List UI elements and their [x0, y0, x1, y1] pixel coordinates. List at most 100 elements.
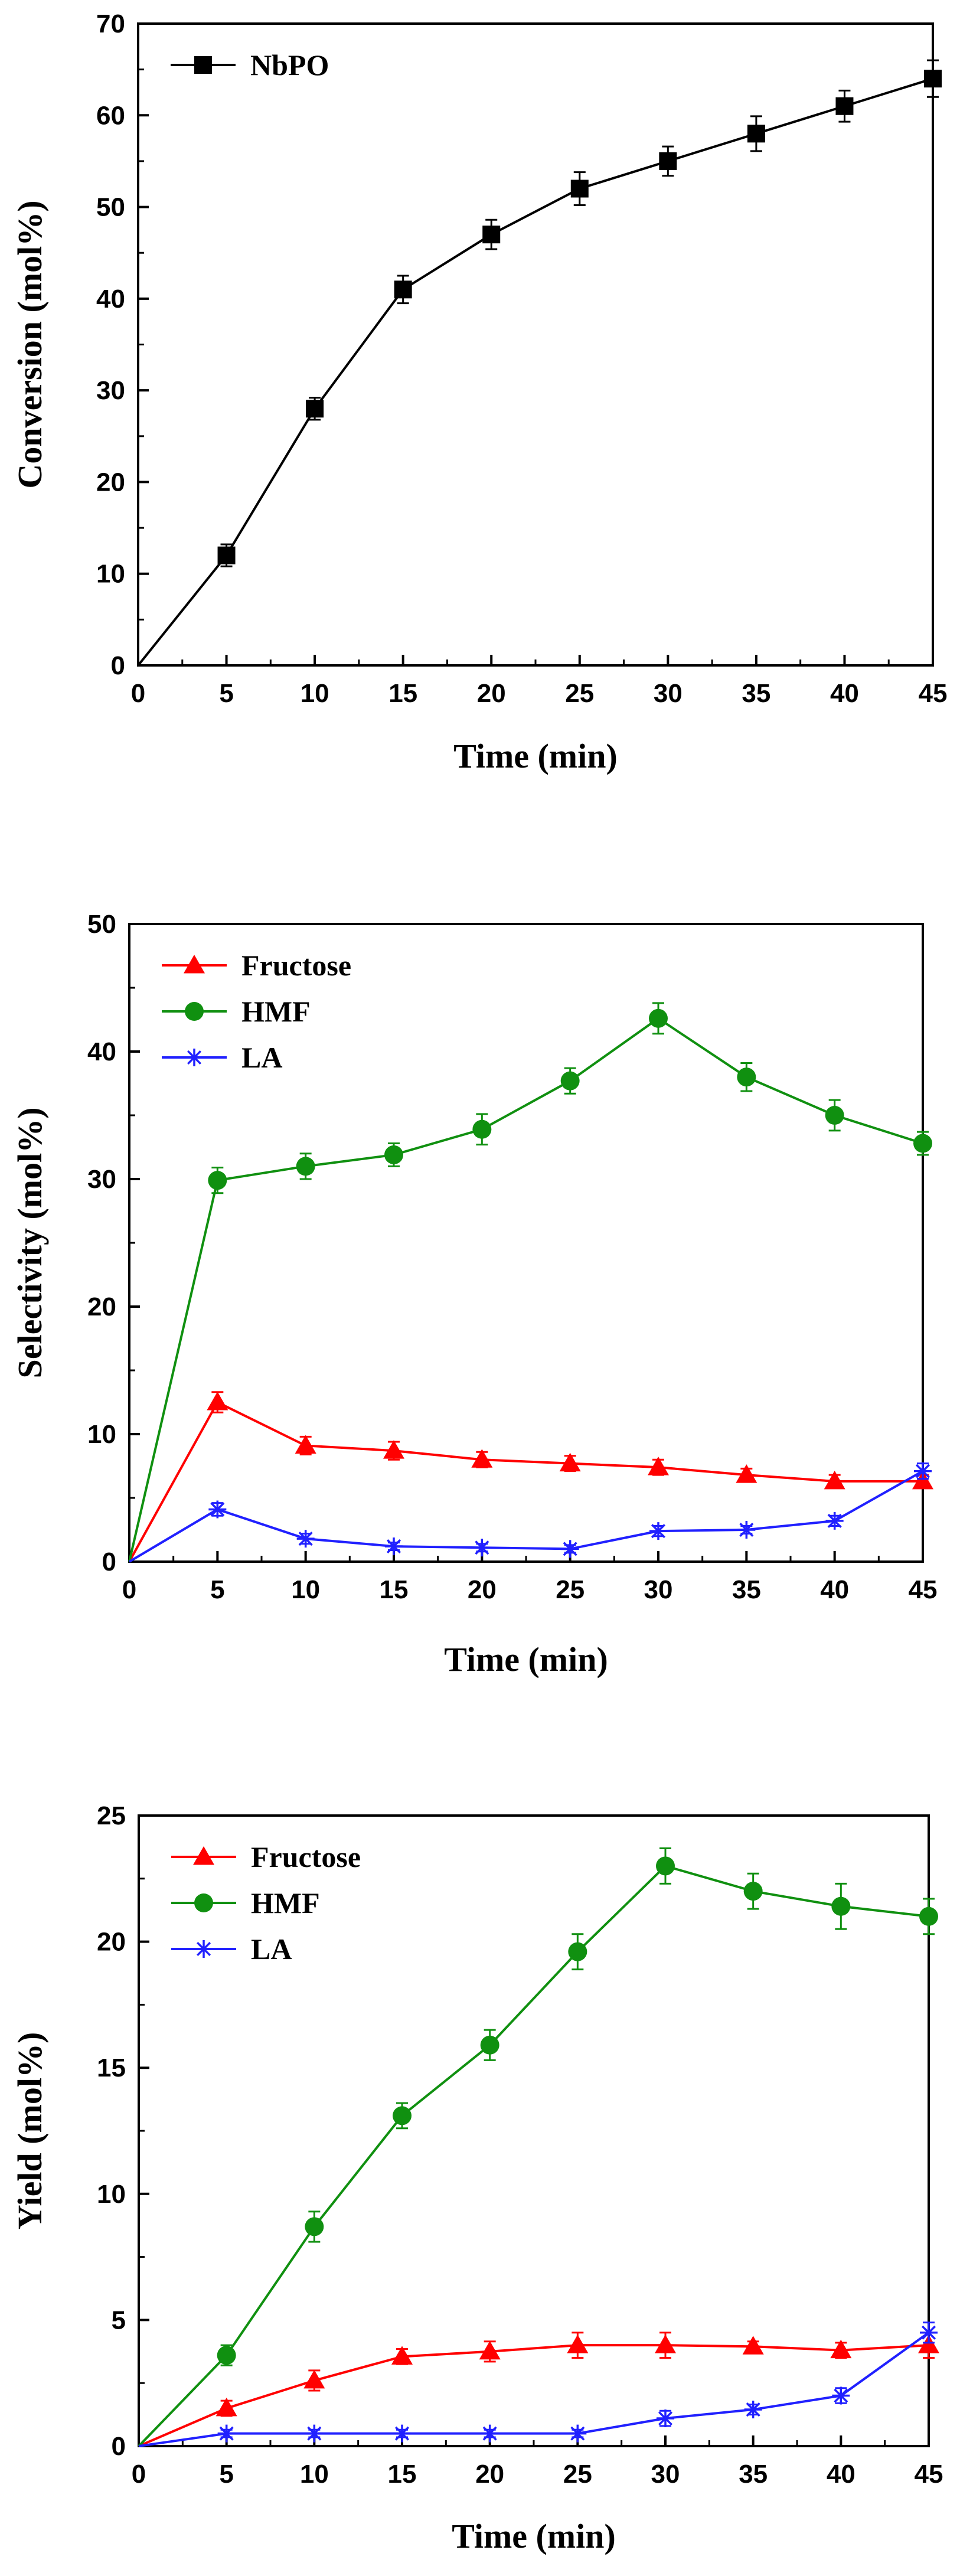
y-tick-label: 20: [87, 1292, 116, 1321]
data-point: [924, 70, 942, 88]
series-line-fructose: [138, 2344, 929, 2447]
y-tick-label: 10: [97, 2180, 126, 2209]
y-tick-label: 5: [112, 2306, 126, 2335]
legend-marker: [184, 955, 205, 974]
x-tick-label: 10: [300, 2460, 329, 2489]
data-point: [560, 1071, 580, 1091]
data-point: [479, 2340, 501, 2360]
plot-frame: [137, 22, 934, 667]
data-point: [217, 546, 236, 564]
legend-label: NbPO: [250, 48, 329, 81]
x-tick-label: 10: [301, 679, 329, 708]
data-point: [295, 1435, 316, 1454]
data-point: [482, 226, 501, 244]
legend: Fructose HMF LA: [171, 1840, 361, 1966]
y-tick-label: 40: [87, 1037, 116, 1066]
x-tick-label: 15: [380, 1575, 409, 1604]
data-point: [737, 1521, 756, 1539]
x-tick-label: 30: [644, 1575, 673, 1604]
series-fructose: [128, 1391, 933, 1562]
data-point: [385, 1537, 403, 1556]
data-point: [918, 2335, 939, 2353]
legend-label: LA: [251, 1932, 292, 1966]
series-line-la: [138, 2332, 930, 2447]
data-point: [835, 97, 854, 115]
data-point: [208, 1500, 227, 1519]
data-point: [656, 1856, 675, 1876]
data-point: [919, 1906, 938, 1926]
data-point: [217, 2346, 236, 2365]
data-point: [207, 1392, 228, 1411]
x-tick-label: 40: [827, 2460, 855, 2489]
series-hmf: [138, 1847, 938, 2447]
legend-marker: [194, 56, 212, 74]
data-point: [920, 2323, 938, 2342]
data-point: [561, 1540, 579, 1558]
legend-marker: [194, 1893, 213, 1912]
data-point: [736, 1464, 757, 1483]
series-line-fructose: [128, 1400, 923, 1562]
data-point: [208, 1171, 227, 1190]
x-tick-label: 10: [291, 1575, 320, 1604]
y-axis-title: Conversion (mol%): [11, 200, 49, 488]
x-axis-title: Time (min): [452, 2517, 616, 2555]
legend: Fructose HMF LA: [162, 949, 351, 1074]
data-point: [305, 2217, 324, 2237]
legend-label: HMF: [241, 995, 311, 1028]
data-point: [737, 1067, 756, 1087]
data-point: [296, 1157, 315, 1176]
data-point: [832, 2386, 850, 2405]
data-point: [913, 1134, 932, 1153]
legend-label: Fructose: [241, 949, 351, 982]
y-tick-label: 30: [87, 1165, 116, 1194]
data-point: [659, 152, 677, 170]
data-point: [391, 2346, 413, 2365]
x-tick-label: 20: [477, 679, 506, 708]
data-point: [568, 1942, 587, 1961]
yield-chart: 0 5 10 15 20 25 30 35 40 45 0 5 10 15 20 25 Time (min) Yi…: [11, 1801, 943, 2555]
legend-marker: [185, 1049, 203, 1066]
x-tick-label: 25: [556, 1575, 585, 1604]
series-nbpo: [137, 59, 942, 667]
data-point: [472, 1119, 492, 1139]
data-point: [914, 1462, 932, 1480]
series-fructose: [138, 2332, 939, 2447]
y-tick-label: 20: [97, 1928, 126, 1957]
y-tick-label: 10: [87, 1420, 116, 1449]
x-axis-title: Time (min): [453, 737, 618, 775]
x-tick-label: 0: [131, 679, 145, 708]
x-tick-label: 30: [654, 679, 683, 708]
x-tick-label: 40: [820, 1575, 849, 1604]
x-tick-label: 45: [919, 679, 948, 708]
data-point: [744, 2401, 762, 2419]
y-tick-label: 50: [96, 193, 125, 222]
legend-marker: [193, 1846, 214, 1865]
series-line-la: [128, 1470, 923, 1563]
data-point: [215, 2397, 237, 2417]
y-tick-label: 50: [87, 910, 116, 939]
x-tick-label: 15: [388, 679, 417, 708]
x-tick-label: 20: [468, 1575, 497, 1604]
x-tick-label: 5: [210, 1575, 224, 1604]
series-line-hmf: [138, 1865, 929, 2447]
x-tick-label: 0: [122, 1575, 136, 1604]
data-point: [649, 1522, 667, 1540]
data-point: [306, 400, 324, 418]
data-point: [824, 1470, 845, 1490]
data-point: [825, 1106, 844, 1125]
legend-label: HMF: [251, 1886, 320, 1919]
x-tick-label: 45: [909, 1575, 938, 1604]
x-axis-title: Time (min): [444, 1640, 608, 1679]
y-tick-label: 0: [102, 1547, 116, 1576]
x-tick-label: 40: [830, 679, 859, 708]
data-point: [480, 2035, 499, 2055]
data-point: [648, 1457, 669, 1475]
data-point: [570, 179, 589, 198]
series-la: [138, 2322, 938, 2447]
data-point: [830, 2339, 852, 2359]
data-point: [303, 2369, 325, 2389]
y-tick-label: 60: [96, 101, 125, 130]
x-tick-label: 15: [388, 2460, 417, 2489]
x-tick-label: 25: [565, 679, 594, 708]
y-axis-title: Yield (mol%): [11, 2032, 49, 2230]
